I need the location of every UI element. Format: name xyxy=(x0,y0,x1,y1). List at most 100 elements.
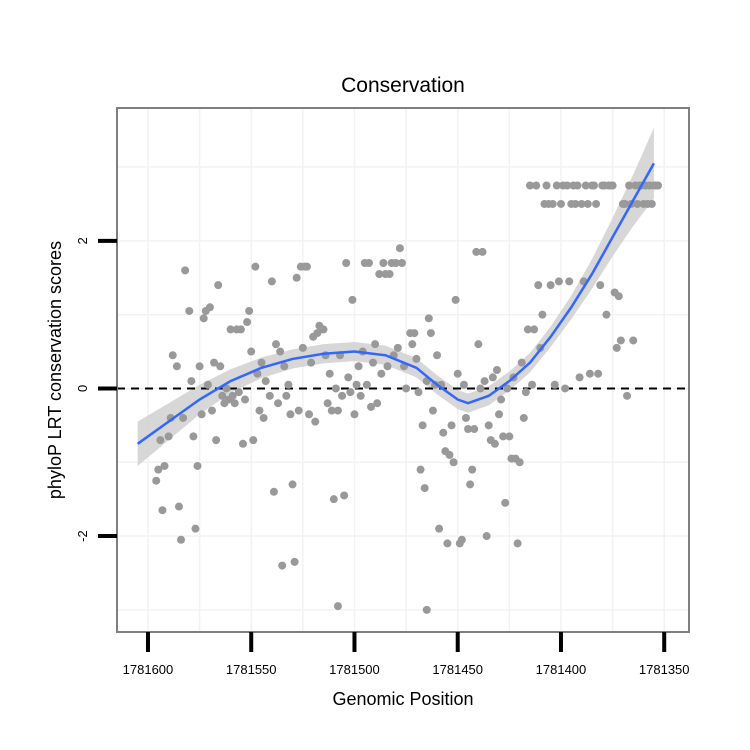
data-point xyxy=(466,480,475,489)
data-point xyxy=(623,391,632,400)
y-axis-label: phyloP LRT conservation scores xyxy=(45,241,65,499)
data-point xyxy=(517,358,526,367)
data-point xyxy=(561,384,570,393)
data-point xyxy=(226,325,235,334)
data-point xyxy=(620,199,629,208)
data-point xyxy=(532,181,541,190)
data-point xyxy=(612,343,621,352)
data-point xyxy=(362,380,371,389)
data-point xyxy=(451,295,460,304)
data-point xyxy=(402,384,411,393)
data-point xyxy=(482,532,491,541)
data-point xyxy=(478,247,487,256)
data-point xyxy=(590,181,599,190)
data-point xyxy=(267,277,276,286)
data-point xyxy=(583,199,592,208)
data-point xyxy=(468,465,477,474)
data-point xyxy=(416,465,425,474)
data-point xyxy=(418,421,427,430)
data-point xyxy=(280,362,289,371)
data-point xyxy=(608,181,617,190)
data-point xyxy=(327,406,336,415)
data-point xyxy=(222,384,231,393)
data-point xyxy=(505,432,514,441)
data-point xyxy=(305,410,314,419)
data-point xyxy=(199,314,208,323)
data-point xyxy=(408,340,417,349)
data-point xyxy=(573,181,582,190)
data-point xyxy=(585,369,594,378)
data-point xyxy=(439,428,448,437)
data-point xyxy=(366,402,375,411)
data-point xyxy=(464,425,473,434)
data-point xyxy=(197,410,206,419)
data-point xyxy=(158,506,167,515)
data-point xyxy=(234,388,243,397)
data-point xyxy=(377,369,386,378)
data-point xyxy=(333,406,342,415)
data-point xyxy=(247,347,256,356)
data-point xyxy=(426,329,435,338)
data-point xyxy=(420,484,429,493)
data-point xyxy=(461,413,470,422)
data-point xyxy=(577,199,586,208)
data-point xyxy=(594,369,603,378)
data-point xyxy=(647,199,656,208)
data-point xyxy=(393,343,402,352)
data-point xyxy=(410,329,419,338)
y-axis-ticks: -2 0 2 xyxy=(75,237,117,542)
data-point xyxy=(538,310,547,319)
data-point xyxy=(319,325,328,334)
data-point xyxy=(168,351,177,360)
data-point xyxy=(298,343,307,352)
data-point xyxy=(228,391,237,400)
data-point xyxy=(338,391,347,400)
data-point xyxy=(255,406,264,415)
data-point xyxy=(251,262,260,271)
data-point xyxy=(185,306,194,315)
data-point xyxy=(492,366,501,374)
data-point xyxy=(274,399,283,408)
data-point xyxy=(497,395,506,404)
x-tick-label: 1781450 xyxy=(432,662,483,677)
data-point xyxy=(286,410,295,419)
data-point xyxy=(474,340,483,349)
y-tick-label: 0 xyxy=(75,385,90,392)
data-point xyxy=(371,340,380,349)
data-point xyxy=(530,325,539,334)
data-points xyxy=(152,181,663,614)
data-point xyxy=(490,439,499,448)
y-tick-label: -2 xyxy=(75,530,90,542)
data-point xyxy=(428,406,437,415)
data-point xyxy=(164,432,173,441)
x-tick-label: 1781600 xyxy=(123,662,174,677)
data-point xyxy=(311,417,320,426)
data-point xyxy=(548,199,557,208)
data-point xyxy=(218,391,227,400)
data-point xyxy=(373,399,382,408)
data-point xyxy=(499,432,508,441)
data-point xyxy=(375,270,384,279)
data-point xyxy=(484,421,493,430)
data-point xyxy=(554,277,563,286)
data-point xyxy=(433,351,442,360)
data-point xyxy=(629,336,638,345)
data-point xyxy=(346,388,355,397)
data-point xyxy=(288,480,297,489)
data-point xyxy=(241,395,250,404)
data-point xyxy=(383,362,392,371)
data-point xyxy=(476,384,485,393)
trend-line xyxy=(136,162,655,445)
data-point xyxy=(546,281,555,290)
data-point xyxy=(290,557,299,566)
plot-frame xyxy=(116,107,690,633)
data-point xyxy=(210,358,219,367)
data-point xyxy=(245,306,254,315)
data-point xyxy=(269,487,278,496)
data-point xyxy=(230,399,239,408)
data-point xyxy=(294,406,303,415)
data-point xyxy=(187,377,196,386)
data-point xyxy=(214,281,223,290)
data-point xyxy=(459,380,468,389)
data-point xyxy=(443,539,452,548)
